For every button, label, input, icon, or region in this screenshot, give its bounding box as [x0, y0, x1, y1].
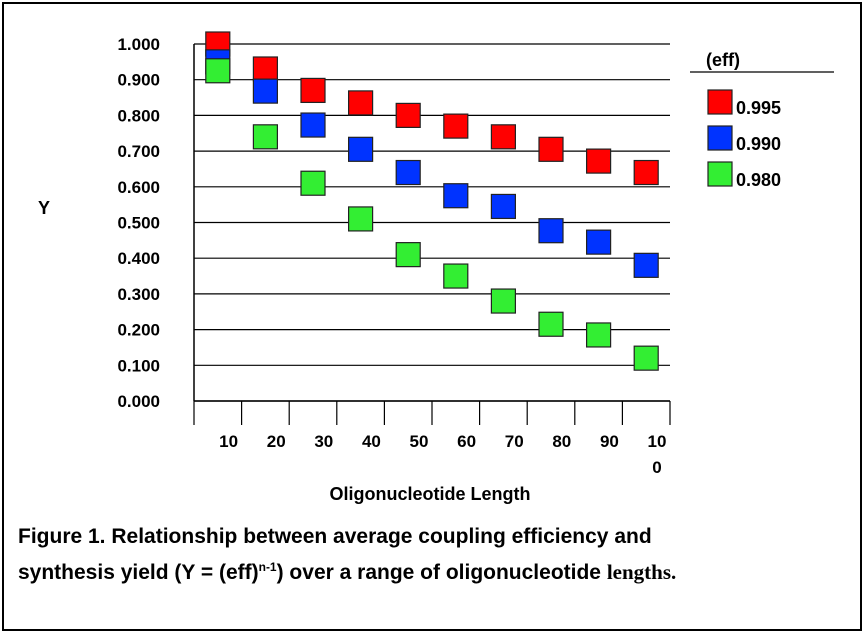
- legend-entry: 0.995: [736, 98, 781, 118]
- data-point-0.980: [395, 242, 421, 268]
- y-tick-label: 0.100: [117, 356, 160, 375]
- data-point-0.995: [443, 113, 469, 139]
- data-point-0.980: [252, 124, 278, 150]
- figure-caption: Figure 1. Relationship between average c…: [18, 522, 858, 588]
- data-point-0.995: [395, 102, 421, 129]
- x-tick-label: 10: [219, 432, 238, 451]
- data-point-0.995: [490, 124, 516, 150]
- y-tick-label: 0.000: [117, 392, 160, 411]
- data-point-0.980: [585, 322, 612, 348]
- y-tick-label: 0.900: [117, 71, 160, 90]
- data-point-0.980: [538, 311, 564, 337]
- data-point-0.995: [633, 159, 659, 186]
- data-point-0.995: [252, 56, 278, 82]
- x-tick-label: 10 0: [648, 432, 667, 477]
- y-tick-label: 0.800: [117, 106, 160, 125]
- y-tick-label: 0.700: [117, 142, 160, 161]
- x-tick-label: 20: [267, 432, 286, 451]
- y-tick-label: 0.600: [117, 178, 160, 197]
- x-tick-label: 40: [362, 432, 381, 451]
- x-tick-label: 80: [552, 432, 571, 451]
- data-point-0.995: [300, 77, 326, 104]
- y-tick-label: 0.300: [117, 285, 160, 304]
- x-tick-label: 30: [314, 432, 333, 451]
- data-point-0.990: [252, 78, 278, 104]
- data-point-0.990: [538, 218, 564, 244]
- data-point-0.995: [538, 136, 564, 162]
- x-axis-title: Oligonucleotide Length: [330, 484, 531, 504]
- legend-swatch-0.990: [707, 125, 733, 151]
- legend: (eff) 0.995 0.990 0.980: [690, 50, 834, 190]
- x-tick-labels: 10 20 30 40 50 60 70 80 90 10 0: [219, 432, 666, 477]
- data-point-0.980: [443, 263, 469, 289]
- data-point-0.995: [348, 90, 374, 116]
- y-tick-label: 1.000: [117, 35, 160, 54]
- legend-swatch-0.980: [707, 161, 733, 187]
- data-point-0.980: [205, 58, 231, 84]
- legend-title: (eff): [706, 50, 740, 70]
- data-point-0.980: [300, 170, 326, 196]
- x-tick-label: 50: [410, 432, 429, 451]
- data-points: [205, 31, 659, 371]
- y-tick-labels: 1.000 0.900 0.800 0.700 0.600 0.500 0.400 0.300…: [117, 35, 160, 411]
- x-tick-label: 70: [505, 432, 524, 451]
- data-point-0.980: [348, 206, 374, 232]
- caption-line-2: synthesis yield (Y = (eff)n-1) over a ra…: [18, 552, 858, 588]
- x-tick-label: 90: [600, 432, 619, 451]
- caption-line-2-b: ) over a range of oligonucleotide: [276, 561, 607, 584]
- data-point-0.990: [443, 183, 469, 209]
- y-tick-label: 0.200: [117, 321, 160, 340]
- scatter-chart: 1.000 0.900 0.800 0.700 0.600 0.500 0.400 0.300…: [38, 31, 834, 504]
- data-point-0.995: [585, 148, 612, 174]
- legend-entry: 0.990: [736, 134, 781, 154]
- data-point-0.990: [490, 193, 516, 220]
- caption-line-2-a: synthesis yield (Y = (eff): [18, 561, 259, 584]
- y-tick-label: 0.500: [117, 214, 160, 233]
- data-point-0.990: [395, 159, 421, 186]
- y-axis-title: Y: [38, 198, 50, 218]
- data-point-0.990: [633, 252, 659, 278]
- data-point-0.990: [348, 136, 374, 162]
- caption-line-1: Figure 1. Relationship between average c…: [18, 525, 652, 548]
- x-tick-label: 60: [457, 432, 476, 451]
- data-point-0.990: [300, 112, 326, 138]
- data-point-0.980: [633, 345, 659, 371]
- legend-entry: 0.980: [736, 170, 781, 190]
- data-point-0.980: [490, 288, 516, 314]
- data-point-0.990: [585, 229, 612, 255]
- y-tick-label: 0.400: [117, 249, 160, 268]
- caption-superscript: n-1: [258, 560, 277, 574]
- caption-line-2-c: lengths.: [606, 560, 677, 584]
- legend-swatch-0.995: [707, 89, 733, 115]
- axes: [193, 44, 671, 425]
